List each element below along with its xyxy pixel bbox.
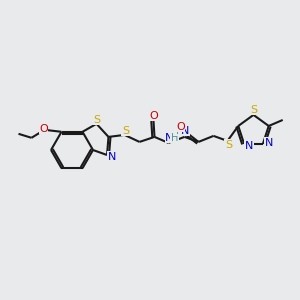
Text: N: N [165, 133, 174, 143]
Text: S: S [122, 126, 129, 136]
Text: N: N [265, 138, 273, 148]
Text: S: S [93, 115, 100, 125]
Text: H: H [171, 133, 178, 143]
Text: O: O [176, 122, 185, 132]
Text: N: N [108, 152, 116, 162]
Text: O: O [39, 124, 48, 134]
Text: S: S [225, 140, 232, 150]
Text: H: H [176, 126, 183, 136]
Text: S: S [250, 105, 257, 115]
Text: O: O [149, 111, 158, 121]
Text: N: N [181, 126, 190, 136]
Text: N: N [245, 141, 253, 151]
